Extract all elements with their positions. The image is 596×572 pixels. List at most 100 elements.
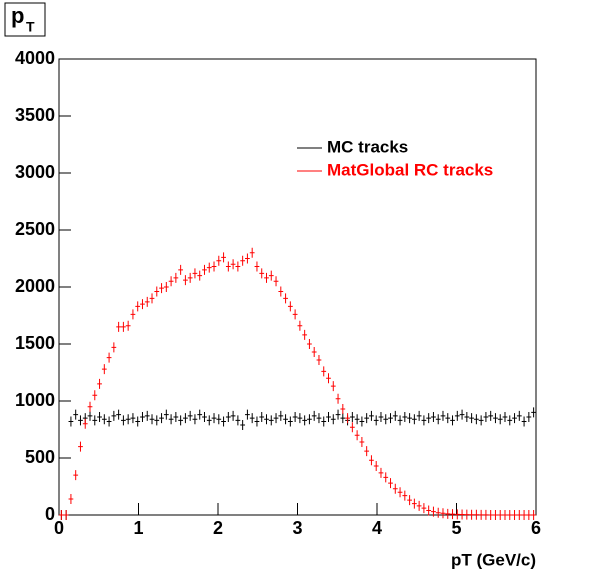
hist-point: [216, 255, 222, 266]
y-tick-label: 1000: [15, 390, 55, 410]
hist-point: [459, 509, 465, 520]
hist-point: [450, 415, 455, 426]
hist-point: [130, 413, 136, 424]
hist-point: [202, 264, 207, 275]
hist-point: [144, 296, 150, 307]
hist-point: [178, 264, 184, 275]
y-tick-label: 500: [25, 447, 55, 467]
x-tick-label: 1: [133, 518, 143, 538]
hist-point: [254, 416, 260, 427]
hist-point: [316, 413, 322, 424]
hist-point: [101, 364, 107, 375]
hist-point: [435, 507, 441, 518]
hist-point: [478, 415, 484, 426]
hist-point: [116, 321, 122, 332]
y-tick-label: 3000: [15, 162, 55, 182]
hist-point: [59, 510, 64, 520]
hist-point: [73, 409, 79, 420]
hist-point: [426, 505, 432, 516]
hist-point: [378, 411, 384, 422]
hist-point: [297, 413, 303, 424]
hist-point: [78, 415, 83, 426]
hist-point: [101, 414, 107, 425]
hist-point: [349, 422, 355, 433]
legend-label: MC tracks: [327, 137, 408, 156]
hist-point: [364, 413, 370, 424]
hist-point: [469, 413, 474, 424]
hist-point: [407, 413, 412, 424]
hist-point: [478, 509, 484, 520]
hist-point: [454, 410, 460, 421]
hist-point: [97, 378, 102, 389]
hist-point: [183, 413, 188, 424]
chart-title-sub: T: [26, 19, 35, 35]
hist-point: [378, 467, 384, 478]
hist-point: [354, 430, 360, 441]
hist-point: [154, 286, 160, 297]
x-tick-label: 0: [54, 518, 64, 538]
hist-point: [149, 293, 155, 304]
hist-point: [264, 272, 269, 283]
hist-point: [268, 270, 274, 281]
hist-point: [383, 414, 389, 425]
x-tick-label: 3: [292, 518, 302, 538]
hist-point: [302, 329, 308, 340]
hist-point: [321, 416, 327, 427]
hist-point: [397, 415, 403, 426]
hist-point: [335, 393, 341, 404]
hist-point: [140, 411, 145, 422]
x-tick-label: 5: [451, 518, 461, 538]
hist-point: [464, 509, 470, 520]
hist-point: [106, 352, 112, 363]
y-tick-label: 2000: [15, 276, 55, 296]
hist-point: [68, 416, 74, 427]
hist-point: [116, 409, 122, 420]
hist-point: [187, 272, 193, 283]
hist-point: [68, 494, 74, 505]
hist-point: [97, 411, 102, 422]
chart-title: p: [11, 3, 24, 28]
hist-point: [330, 381, 336, 392]
hist-point: [369, 410, 374, 421]
hist-point: [82, 418, 88, 429]
hist-point: [135, 416, 141, 427]
hist-point: [383, 472, 389, 483]
hist-point: [473, 509, 479, 520]
hist-point: [245, 409, 250, 420]
hist-point: [445, 413, 451, 424]
hist-point: [249, 413, 255, 424]
hist-point: [512, 510, 517, 520]
hist-point: [311, 410, 317, 421]
hist-point: [416, 500, 422, 511]
hist-point: [421, 503, 427, 514]
hist-point: [531, 510, 536, 520]
hist-point: [168, 414, 174, 425]
hist-point: [173, 411, 179, 422]
hist-point: [273, 413, 279, 424]
hist-point: [221, 416, 226, 427]
hist-point: [221, 252, 226, 263]
hist-point: [283, 293, 288, 304]
hist-point: [421, 415, 427, 426]
hist-point: [369, 455, 374, 466]
hist-point: [392, 410, 398, 421]
hist-point: [135, 301, 141, 312]
hist-point: [259, 411, 265, 422]
hist-point: [121, 415, 126, 426]
x-tick-label: 2: [213, 518, 223, 538]
hist-point: [349, 411, 355, 422]
hist-point: [373, 460, 379, 471]
hist-point: [483, 411, 489, 422]
hist-point: [450, 509, 455, 520]
hist-point: [154, 415, 160, 426]
hist-point: [73, 470, 79, 481]
hist-point: [526, 510, 532, 520]
hist-point: [278, 410, 284, 421]
hist-point: [521, 510, 527, 520]
hist-point: [326, 373, 331, 384]
hist-point: [287, 416, 293, 427]
hist-point: [163, 282, 169, 292]
hist-point: [493, 510, 498, 520]
hist-point: [431, 506, 436, 517]
